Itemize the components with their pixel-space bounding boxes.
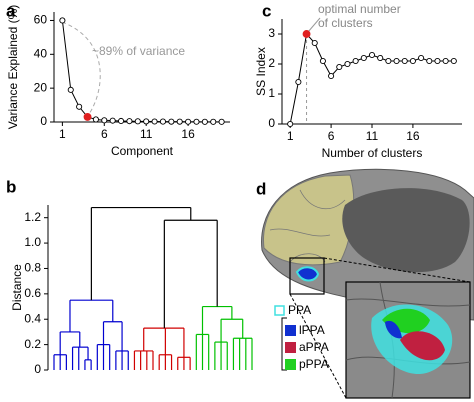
point — [59, 17, 66, 24]
point — [176, 118, 183, 125]
legend-swatch — [285, 325, 296, 336]
y-tick-label: 0 — [34, 362, 41, 376]
annotation: ~89% of variance — [92, 44, 185, 58]
x-tick-label: 1 — [287, 129, 294, 143]
y-axis-label: Distance — [10, 264, 24, 311]
legend-label: PPA — [288, 303, 311, 317]
point — [185, 118, 192, 125]
y-tick-label: 0.4 — [24, 311, 41, 325]
legend-label: lPPA — [299, 323, 325, 337]
point — [117, 117, 125, 125]
y-tick-label: 0.2 — [24, 337, 41, 351]
panel-label: d — [256, 179, 266, 198]
point — [360, 54, 367, 62]
point — [92, 116, 99, 123]
point — [344, 60, 351, 68]
point — [393, 57, 400, 65]
y-tick-label: 20 — [34, 80, 48, 94]
point — [295, 78, 302, 86]
y-tick-label: 3 — [268, 26, 275, 40]
point — [336, 63, 343, 71]
point — [151, 118, 158, 125]
panel-label: c — [262, 1, 271, 20]
annotation-arc — [61, 21, 101, 115]
legend-swatch — [285, 359, 296, 370]
point — [418, 54, 425, 62]
line — [289, 32, 454, 125]
legend-swatch — [274, 305, 285, 316]
legend: PPA lPPA aPPA pPPA — [274, 303, 329, 371]
annotation: optimal number of clusters — [318, 2, 401, 30]
y-tick-label: 0 — [40, 114, 47, 128]
point — [385, 57, 392, 65]
point — [426, 57, 433, 65]
x-tick-label: 16 — [406, 129, 420, 143]
point — [126, 118, 133, 125]
y-tick-label: 0.6 — [24, 286, 41, 300]
point — [210, 118, 217, 125]
y-tick-label: 60 — [34, 13, 48, 27]
point — [134, 118, 141, 125]
y-axis-label: Variance Explained (%) — [6, 5, 20, 130]
x-tick-label: 6 — [328, 129, 335, 143]
point — [311, 39, 318, 47]
point — [409, 57, 416, 65]
point — [159, 118, 167, 125]
legend-label: pPPA — [299, 357, 329, 371]
y-tick-label: 2 — [268, 56, 275, 70]
brain-illustration — [261, 168, 474, 399]
y-tick-label: 0 — [268, 116, 275, 130]
point — [302, 30, 311, 38]
point — [201, 118, 208, 125]
leader-line — [307, 17, 321, 33]
point — [67, 86, 74, 93]
point — [101, 117, 108, 124]
point — [377, 54, 384, 62]
line — [61, 20, 222, 123]
x-tick-label: 1 — [59, 127, 66, 141]
x-tick-label: 6 — [101, 127, 108, 141]
panel-label: b — [6, 177, 16, 196]
y-tick-label: 0.8 — [24, 261, 41, 275]
point — [401, 57, 408, 65]
point — [109, 117, 116, 124]
y-tick-label: 1.2 — [24, 210, 41, 224]
point — [442, 57, 449, 65]
point — [328, 72, 335, 80]
y-tick-label: 1 — [268, 86, 275, 100]
point — [450, 57, 457, 65]
x-tick-label: 11 — [140, 127, 153, 141]
y-tick-label: 40 — [34, 46, 48, 60]
x-axis-label: Component — [111, 144, 174, 158]
x-tick-label: 11 — [366, 129, 379, 143]
x-axis-label: Number of clusters — [322, 146, 423, 160]
point — [352, 57, 359, 65]
point — [168, 118, 175, 125]
panel-label: a — [6, 1, 16, 20]
point — [193, 118, 200, 125]
point — [287, 120, 294, 128]
point — [368, 51, 376, 59]
point — [76, 103, 83, 110]
x-tick-label: 16 — [181, 127, 195, 141]
point — [434, 57, 441, 65]
y-axis-label: SS Index — [254, 47, 268, 96]
point — [218, 118, 225, 125]
point — [143, 118, 150, 125]
point — [83, 112, 92, 121]
y-tick-label: 1.0 — [24, 235, 41, 249]
legend-label: aPPA — [299, 340, 329, 354]
point — [319, 57, 326, 65]
legend-swatch — [285, 342, 296, 353]
